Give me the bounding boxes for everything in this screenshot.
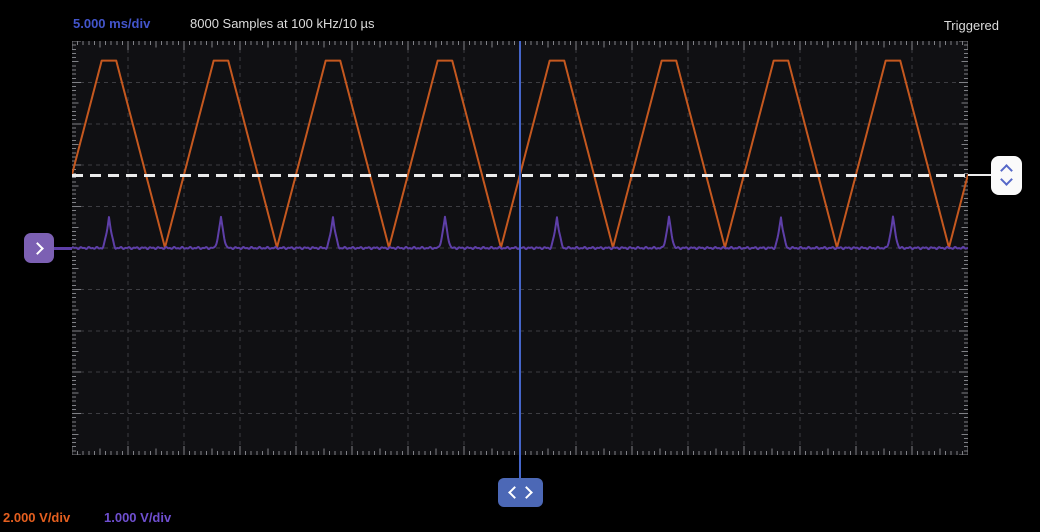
samples-info-label: 8000 Samples at 100 kHz/10 µs [190,16,375,31]
time-cursor-line[interactable] [519,41,521,478]
channel2-offset-connector [53,246,72,250]
timebase-label: 5.000 ms/div [73,16,151,31]
trigger-status-label: Triggered [943,18,999,33]
chevron-right-icon [31,241,44,255]
trigger-level-handle[interactable] [991,155,1022,195]
chevron-down-icon [1000,173,1013,186]
trigger-level-connector [968,174,992,177]
channel1-scale-label: 2.000 V/div [3,510,71,525]
channel2-offset-handle[interactable] [24,233,54,263]
chevron-right-icon [519,486,533,499]
time-position-handle[interactable] [497,478,543,507]
chevron-left-icon [507,486,521,499]
channel2-scale-label: 1.000 V/div [104,510,172,525]
